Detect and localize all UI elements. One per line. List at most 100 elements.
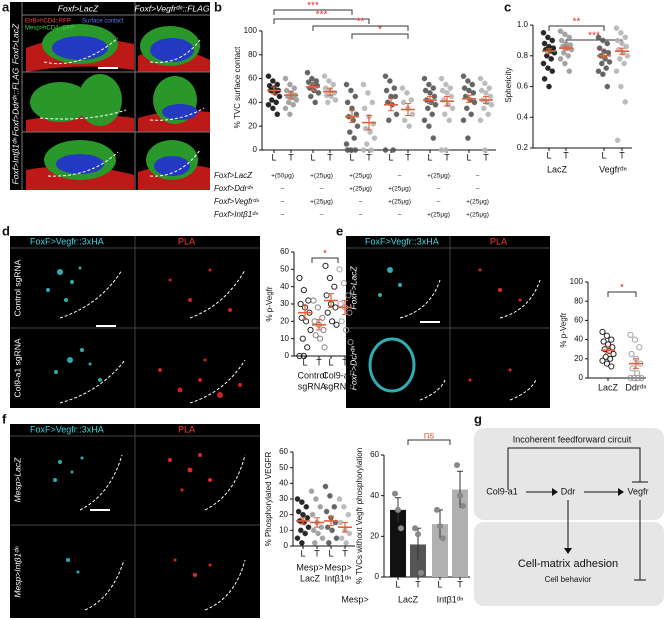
data-point [364, 141, 370, 147]
data-point [305, 297, 312, 304]
data-point [308, 93, 314, 100]
data-point [365, 90, 371, 96]
data-point [604, 83, 611, 90]
table-cell: – [281, 199, 285, 206]
y-tick-label: 100 [570, 277, 584, 286]
data-point [464, 105, 470, 112]
data-point [344, 99, 351, 106]
data-point [331, 504, 338, 510]
data-point [481, 105, 487, 112]
significance-bracket [548, 25, 605, 31]
data-point [623, 43, 630, 50]
data-point [337, 300, 344, 308]
data-point [432, 102, 439, 108]
data-point [305, 524, 312, 530]
group-label: Mesp> [296, 562, 323, 572]
significance-bracket [607, 291, 637, 297]
data-point [541, 76, 548, 82]
data-point [622, 34, 629, 41]
data-point [282, 75, 289, 82]
data-point [338, 535, 345, 541]
data-point [296, 352, 303, 360]
y-tick-label: 60 [280, 247, 289, 256]
table-cell: +(25μg) [427, 212, 450, 219]
data-point [309, 75, 315, 82]
data-point [341, 504, 347, 510]
x-tick-label: L [271, 152, 276, 162]
table-cell: +(25μg) [349, 186, 372, 193]
data-point [310, 527, 317, 534]
data-point [352, 93, 359, 100]
table-cell: +(25μg) [466, 199, 489, 206]
x-tick-label: T [619, 150, 625, 160]
group-label: Col9-a1 [322, 370, 354, 380]
data-point [336, 266, 343, 273]
data-point [323, 508, 330, 515]
group-label: LacZ [547, 164, 568, 174]
group-label: Mesp> [324, 562, 351, 572]
data-point [303, 318, 310, 325]
outcome: Cell-matrix adhesion [518, 558, 618, 570]
data-point [287, 81, 293, 88]
data-point [599, 60, 605, 67]
data-point [270, 105, 276, 112]
x-tick-label: L [388, 152, 393, 162]
y-tick-label: 0 [284, 541, 289, 550]
data-point [425, 105, 431, 112]
data-point [348, 87, 354, 94]
data-point [608, 336, 615, 343]
y-tick-label: 0.8 [517, 51, 529, 60]
data-point [302, 530, 308, 537]
data-point [409, 111, 416, 118]
data-point [430, 135, 437, 141]
data-point [315, 530, 321, 537]
data-point [603, 332, 611, 339]
data-point [426, 123, 432, 129]
data-point [300, 352, 307, 360]
data-point [541, 40, 548, 47]
data-point [406, 123, 412, 129]
data-point [558, 37, 565, 44]
y-tick-label: 30 [279, 494, 288, 503]
row-label: Foxf>LacZ [10, 23, 20, 64]
data-point [605, 49, 612, 56]
y-tick-label: 0 [253, 145, 258, 154]
data-point [482, 80, 488, 87]
x-tick-label: T [316, 357, 322, 367]
group-label: sgRNA [324, 381, 353, 391]
significance-label: *** [316, 10, 328, 21]
x-tick-label: T [444, 152, 450, 162]
table-row-label: Foxf>LacZ [214, 171, 253, 180]
data-point [312, 332, 319, 339]
data-point [619, 40, 625, 47]
data-point [293, 97, 300, 103]
data-point [465, 135, 471, 141]
data-point [618, 83, 624, 90]
data-point [415, 531, 421, 538]
significance-label: * [378, 25, 382, 36]
data-point [312, 99, 318, 106]
data-point [326, 540, 332, 546]
bar [452, 489, 468, 577]
data-point [265, 102, 272, 108]
data-point [303, 504, 310, 510]
x-tick-label: L [466, 152, 471, 162]
panel-a-images: Foxf>LacZ Foxf>Vegfrᵈⁿ::FLAG Foxf>LacZ F… [10, 2, 210, 190]
data-point [470, 90, 477, 96]
data-point [315, 90, 322, 96]
data-point [562, 31, 568, 38]
x-tick-label: T [366, 152, 372, 162]
data-point [273, 99, 279, 106]
data-point [545, 65, 551, 71]
data-point [412, 525, 418, 532]
data-point [299, 499, 305, 505]
data-point [635, 374, 642, 382]
y-tick-label: 0.2 [517, 143, 529, 152]
data-point [274, 81, 281, 88]
data-point [566, 68, 573, 74]
data-point [300, 287, 307, 294]
data-point [305, 79, 312, 85]
data-point [614, 37, 621, 44]
data-point [391, 85, 398, 91]
y-tick-label: 80 [574, 296, 583, 305]
